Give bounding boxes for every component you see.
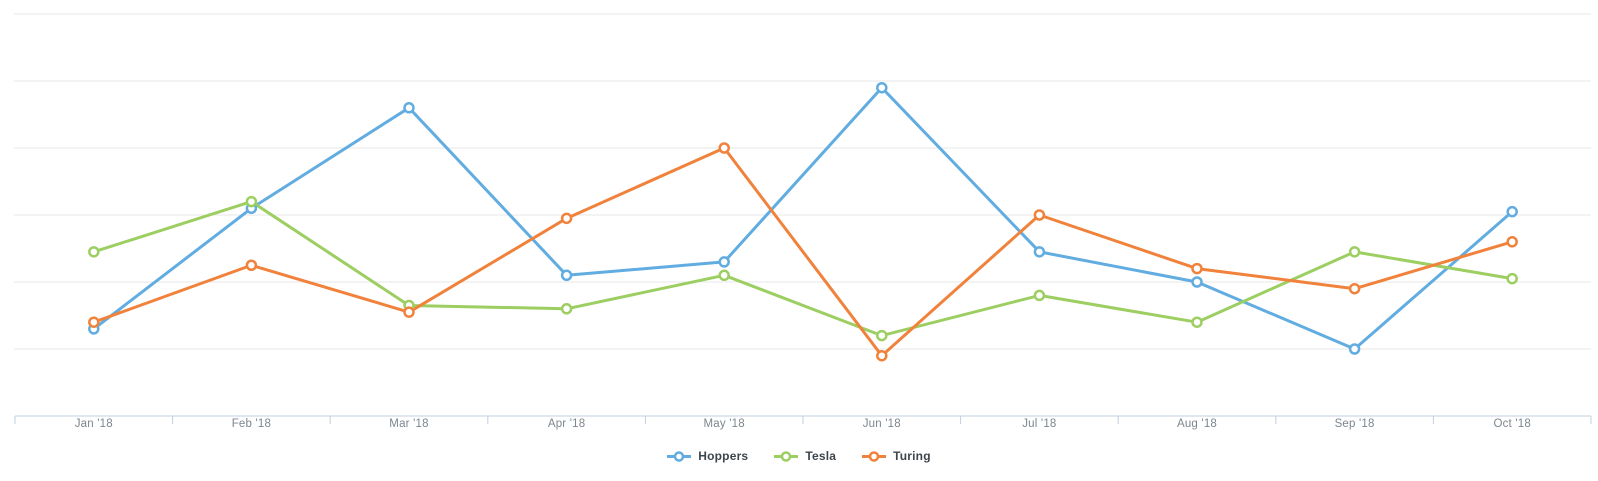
legend-marker-icon [774, 450, 799, 462]
series-turing [92, 146, 1514, 358]
data-point-tesla-7[interactable] [1191, 316, 1203, 328]
data-point-turing-8[interactable] [1348, 282, 1361, 295]
legend-label: Hoppers [698, 449, 749, 463]
legend-marker-icon [862, 450, 887, 462]
data-point-hoppers-7[interactable] [1191, 276, 1203, 288]
data-point-turing-9[interactable] [1506, 236, 1518, 248]
data-point-tesla-6[interactable] [1033, 289, 1046, 302]
series-hoppers [92, 86, 1514, 351]
legend-marker-icon [667, 450, 692, 462]
legend-item-tesla[interactable]: Tesla [774, 449, 836, 463]
data-point-turing-6[interactable] [1033, 209, 1046, 221]
data-point-turing-3[interactable] [560, 212, 573, 225]
data-point-turing-1[interactable] [245, 259, 258, 271]
legend: Hoppers Tesla Turing [0, 449, 1598, 463]
legend-item-turing[interactable]: Turing [862, 449, 931, 463]
legend-label: Turing [893, 449, 931, 463]
data-point-hoppers-8[interactable] [1348, 343, 1361, 355]
data-point-turing-5[interactable] [876, 349, 888, 362]
data-point-hoppers-5[interactable] [876, 81, 888, 94]
data-point-tesla-4[interactable] [718, 269, 730, 282]
legend-label: Tesla [805, 449, 837, 463]
series-line-tesla [92, 200, 1514, 338]
data-point-hoppers-9[interactable] [1506, 205, 1518, 218]
data-point-hoppers-2[interactable] [403, 102, 415, 114]
data-point-turing-4[interactable] [718, 142, 730, 154]
data-point-hoppers-3[interactable] [560, 269, 573, 282]
data-point-tesla-1[interactable] [245, 195, 258, 208]
data-point-tesla-3[interactable] [560, 303, 573, 315]
data-point-tesla-5[interactable] [876, 329, 888, 342]
legend-marker-circle [868, 450, 880, 462]
data-point-tesla-0[interactable] [88, 246, 100, 258]
legend-marker-circle [673, 450, 685, 462]
series-tesla [92, 200, 1514, 338]
series-line-hoppers [92, 86, 1514, 351]
data-point-tesla-9[interactable] [1506, 272, 1518, 285]
data-point-turing-0[interactable] [88, 316, 100, 328]
data-point-hoppers-6[interactable] [1033, 246, 1046, 258]
data-point-turing-2[interactable] [403, 306, 415, 318]
data-point-hoppers-4[interactable] [718, 256, 730, 268]
data-point-turing-7[interactable] [1191, 262, 1203, 275]
legend-marker-circle [781, 450, 792, 462]
series-line-turing [92, 146, 1514, 358]
legend-item-hoppers[interactable]: Hoppers [667, 449, 748, 463]
data-point-tesla-8[interactable] [1348, 246, 1361, 258]
